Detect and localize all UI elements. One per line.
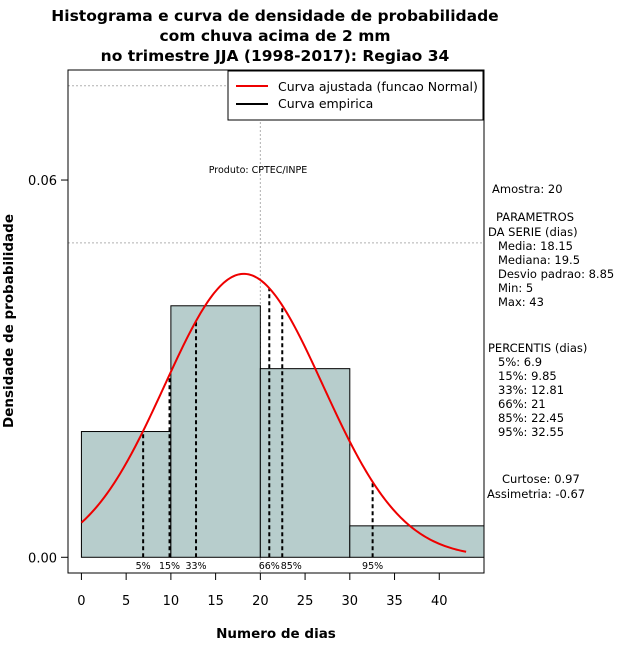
stat-curtose: Curtose: 0.97 xyxy=(502,472,580,486)
histogram-bar xyxy=(170,305,261,558)
stat-p85: 85%: 22.45 xyxy=(498,411,564,425)
legend: Curva ajustada (funcao Normal) Curva emp… xyxy=(227,70,484,121)
x-axis-title: Numero de dias xyxy=(216,626,336,642)
x-tick-label: 5 xyxy=(122,594,130,609)
chart-title-line-1: Histograma e curva de densidade de proba… xyxy=(51,7,498,25)
histogram-bar xyxy=(80,431,172,558)
stat-desvio: Desvio padrao: 8.85 xyxy=(498,267,614,281)
legend-box xyxy=(227,70,484,121)
stat-p5: 5%: 6.9 xyxy=(498,355,542,369)
chart-title-line-3: no trimestre JJA (1998-2017): Regiao 34 xyxy=(101,47,450,65)
x-tick-label: 20 xyxy=(252,594,269,609)
stat-p66: 66%: 21 xyxy=(498,397,546,411)
x-tick-label: 15 xyxy=(207,594,224,609)
percentile-label-66: 66% xyxy=(259,561,280,572)
x-tick-label: 0 xyxy=(77,594,85,609)
x-axis: 0 5 10 15 20 25 30 35 40 xyxy=(77,572,448,609)
stat-amostra: Amostra: 20 xyxy=(492,182,563,196)
histogram-bars xyxy=(80,305,485,558)
y-tick-label: 0.06 xyxy=(28,174,57,189)
percentile-label-15: 15% xyxy=(159,561,180,572)
percentile-lines: 5% 15% 33% 66% 85% 95% xyxy=(136,288,383,572)
stat-max: Max: 43 xyxy=(498,295,544,309)
x-tick-label: 40 xyxy=(431,594,448,609)
normal-curve xyxy=(80,272,467,553)
legend-label-empirical: Curva empirica xyxy=(278,96,373,111)
percentile-label-85: 85% xyxy=(281,561,302,572)
histogram-bar xyxy=(259,368,351,558)
percentile-label-33: 33% xyxy=(185,561,206,572)
stat-p33: 33%: 12.81 xyxy=(498,383,564,397)
y-axis-title: Densidade de probabilidade xyxy=(1,214,17,428)
x-tick-label: 35 xyxy=(386,594,403,609)
stat-param-title-1: PARAMETROS xyxy=(496,210,574,224)
chart-title-line-2: com chuva acima de 2 mm xyxy=(159,27,390,45)
credit-text: Produto: CPTEC/INPE xyxy=(209,165,308,176)
stat-param-title-2: DA SERIE (dias) xyxy=(488,225,578,239)
stat-media: Media: 18.15 xyxy=(498,239,573,253)
percentile-label-5: 5% xyxy=(136,561,151,572)
stats-panel: Amostra: 20 PARAMETROS DA SERIE (dias) M… xyxy=(487,182,614,501)
x-tick-label: 25 xyxy=(297,594,314,609)
stat-mediana: Mediana: 19.5 xyxy=(498,253,580,267)
y-axis: 0.00 0.06 xyxy=(28,174,69,566)
y-tick-label: 0.00 xyxy=(28,551,57,566)
stat-p95: 95%: 32.55 xyxy=(498,425,564,439)
percentile-label-95: 95% xyxy=(362,561,383,572)
stat-assimetria: Assimetria: -0.67 xyxy=(487,487,585,501)
stat-min: Min: 5 xyxy=(498,281,533,295)
x-tick-label: 30 xyxy=(342,594,359,609)
legend-label-fitted: Curva ajustada (funcao Normal) xyxy=(278,79,478,94)
x-tick-label: 10 xyxy=(163,594,180,609)
stat-p15: 15%: 9.85 xyxy=(498,369,557,383)
normal-curve-layer xyxy=(80,272,467,553)
stat-percentis-title: PERCENTIS (dias) xyxy=(488,341,587,355)
